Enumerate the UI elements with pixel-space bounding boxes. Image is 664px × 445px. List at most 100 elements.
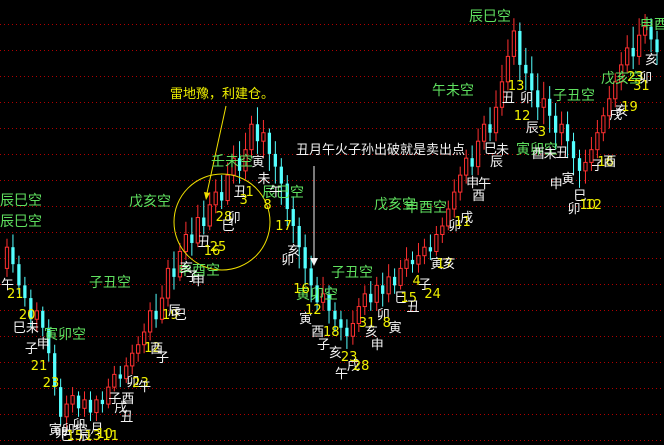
bar-marker: 24 <box>424 288 441 302</box>
candle <box>11 234 14 272</box>
candle-body <box>274 154 277 167</box>
candle-body <box>435 234 438 251</box>
candle-body <box>333 311 336 319</box>
candle-body <box>572 141 575 158</box>
candle <box>399 260 402 290</box>
candle <box>304 234 307 285</box>
bar-marker: 20 <box>19 309 36 323</box>
candle-body <box>488 124 491 132</box>
candle-body <box>441 226 444 234</box>
bar-marker: 巳未 <box>13 322 39 336</box>
candle-body <box>59 387 62 417</box>
candle <box>256 107 259 154</box>
candle-body <box>166 268 169 298</box>
candle-body <box>131 353 134 366</box>
bar-marker: 辰 <box>490 156 503 170</box>
note1-pointer <box>207 106 226 193</box>
candle <box>411 251 414 272</box>
candle <box>578 150 581 188</box>
candle-body <box>476 141 479 166</box>
candle-body <box>292 209 295 226</box>
candle <box>536 73 539 120</box>
bar-marker: 21 <box>7 288 24 302</box>
candle <box>548 86 551 133</box>
candle <box>95 396 98 421</box>
candle <box>423 239 426 264</box>
candle <box>387 264 390 302</box>
kong-label-4: 子丑空 <box>89 276 131 290</box>
candle-body <box>190 234 193 242</box>
candle-body <box>417 256 420 264</box>
note1-arrowhead <box>204 192 210 200</box>
candle-body <box>637 35 640 56</box>
kong-label-15: 辰巳空 <box>0 194 42 208</box>
candle-body <box>304 247 307 268</box>
kong-label-5: 壬未空 <box>211 155 253 169</box>
candle-body <box>584 162 587 170</box>
candle-body <box>429 247 432 251</box>
candle <box>626 35 629 73</box>
bar-marker: 酉 <box>472 190 485 204</box>
kong-label-13: 午未空 <box>432 84 474 98</box>
bar-marker: 申 <box>37 338 50 352</box>
candle-body <box>399 268 402 285</box>
candle-body <box>548 99 551 116</box>
candle-body <box>512 31 515 56</box>
candle-body <box>339 319 342 327</box>
candle-body <box>250 124 253 149</box>
kong-label-12: 申酉空 <box>405 201 447 215</box>
bar-marker: 午 <box>269 186 282 200</box>
candle-body <box>363 294 366 307</box>
kong-label-18: 申酉 <box>640 18 664 32</box>
bar-marker: 巳 <box>174 309 187 323</box>
candle <box>632 27 635 69</box>
candle <box>363 285 366 315</box>
candle-body <box>554 116 557 133</box>
candle <box>298 218 301 269</box>
candle-body <box>89 400 92 413</box>
candle-body <box>369 294 372 302</box>
candle-body <box>119 374 122 378</box>
candle <box>375 277 378 311</box>
candle-body <box>465 158 468 175</box>
bar-marker: 28 <box>353 360 370 374</box>
kong-label-3: 戊亥空 <box>129 195 171 209</box>
bar-marker: 12 <box>305 304 322 318</box>
candle-body <box>35 311 38 319</box>
candle <box>596 120 599 158</box>
candle-body <box>220 192 223 200</box>
candle-body <box>655 39 658 52</box>
candle-body <box>393 277 396 285</box>
candle-body <box>387 277 390 294</box>
candle-body <box>71 396 74 404</box>
candle <box>208 192 211 230</box>
candle-body <box>148 311 151 332</box>
candle-body <box>381 285 384 293</box>
candle-body <box>453 192 456 209</box>
bar-marker: 午 <box>478 178 491 192</box>
candle <box>250 116 253 158</box>
candle-body <box>423 247 426 255</box>
bar-marker: 亥 <box>287 245 300 259</box>
candle <box>166 260 169 307</box>
bar-marker: 午 <box>138 381 151 395</box>
annotation-note-2: 丑月午火子孙出破就是卖出点 <box>296 144 465 158</box>
bar-marker: 丑 <box>120 411 133 425</box>
bar-marker: 21 <box>31 360 48 374</box>
candle-body <box>95 400 98 413</box>
bar-marker: 丑 <box>556 147 569 161</box>
candle-body <box>214 192 217 205</box>
candle-body <box>41 311 44 328</box>
candle-body <box>11 247 14 264</box>
candle <box>101 391 104 412</box>
grid-lines <box>0 25 664 441</box>
candle-body <box>268 133 271 154</box>
candle <box>5 239 8 277</box>
candle <box>369 281 372 311</box>
candle-body <box>154 311 157 319</box>
candle-body <box>560 124 563 132</box>
candle-body <box>280 167 283 184</box>
candle-body <box>262 133 265 141</box>
candle <box>381 273 384 307</box>
